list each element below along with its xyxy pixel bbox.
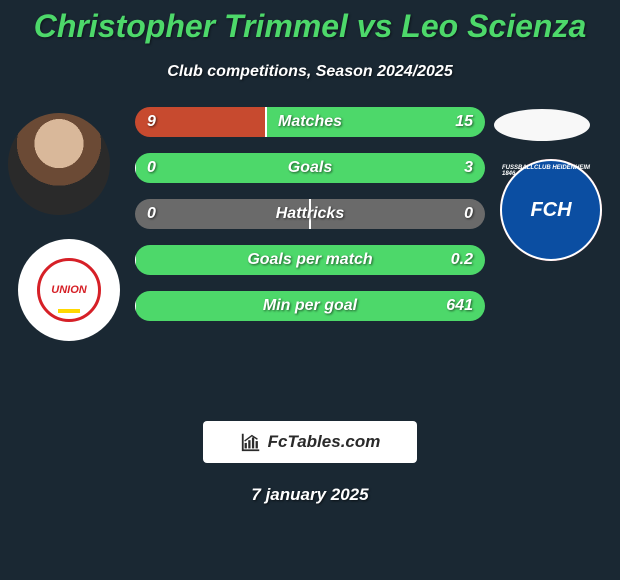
stat-value-right: 3: [464, 153, 473, 183]
player-left-club-badge: UNION: [18, 239, 120, 341]
player-left-avatar: [8, 113, 110, 215]
stat-label: Matches: [135, 107, 485, 137]
stat-value-right: 15: [455, 107, 473, 137]
player-right-club-badge: FUSSBALLCLUB HEIDENHEIM 1846 FCH: [500, 159, 602, 261]
stat-row: Goals0 3: [135, 153, 485, 183]
club-left-label: UNION: [37, 258, 101, 322]
stat-value-left: 0: [147, 199, 156, 229]
stat-bars: Matches915Goals03Hattricks00Goals per ma…: [135, 107, 485, 337]
stat-label: Goals: [135, 153, 485, 183]
comparison-panel: UNION FUSSBALLCLUB HEIDENHEIM 1846 FCH M…: [0, 101, 620, 421]
stat-value-left: 0: [147, 153, 156, 183]
stat-label: Hattricks: [135, 199, 485, 229]
stat-value-right: 0: [464, 199, 473, 229]
page-title: Christopher Trimmel vs Leo Scienza: [0, 0, 620, 45]
stat-label: Min per goal: [135, 291, 485, 321]
stat-value-right: 0.2: [451, 245, 473, 275]
stat-row: Hattricks0 0: [135, 199, 485, 229]
footer-date: 7 january 2025: [0, 485, 620, 505]
chart-icon: [240, 431, 262, 453]
player-right-avatar: [494, 109, 590, 141]
stat-row: Goals per match0.2: [135, 245, 485, 275]
brand-badge: FcTables.com: [203, 421, 417, 463]
stat-value-left: 9: [147, 107, 156, 137]
brand-text: FcTables.com: [268, 432, 381, 452]
stat-row: Min per goal641: [135, 291, 485, 321]
stat-row: Matches9 15: [135, 107, 485, 137]
club-right-label: FCH: [530, 199, 571, 222]
page-subtitle: Club competitions, Season 2024/2025: [0, 63, 620, 81]
stat-value-right: 641: [446, 291, 473, 321]
stat-label: Goals per match: [135, 245, 485, 275]
